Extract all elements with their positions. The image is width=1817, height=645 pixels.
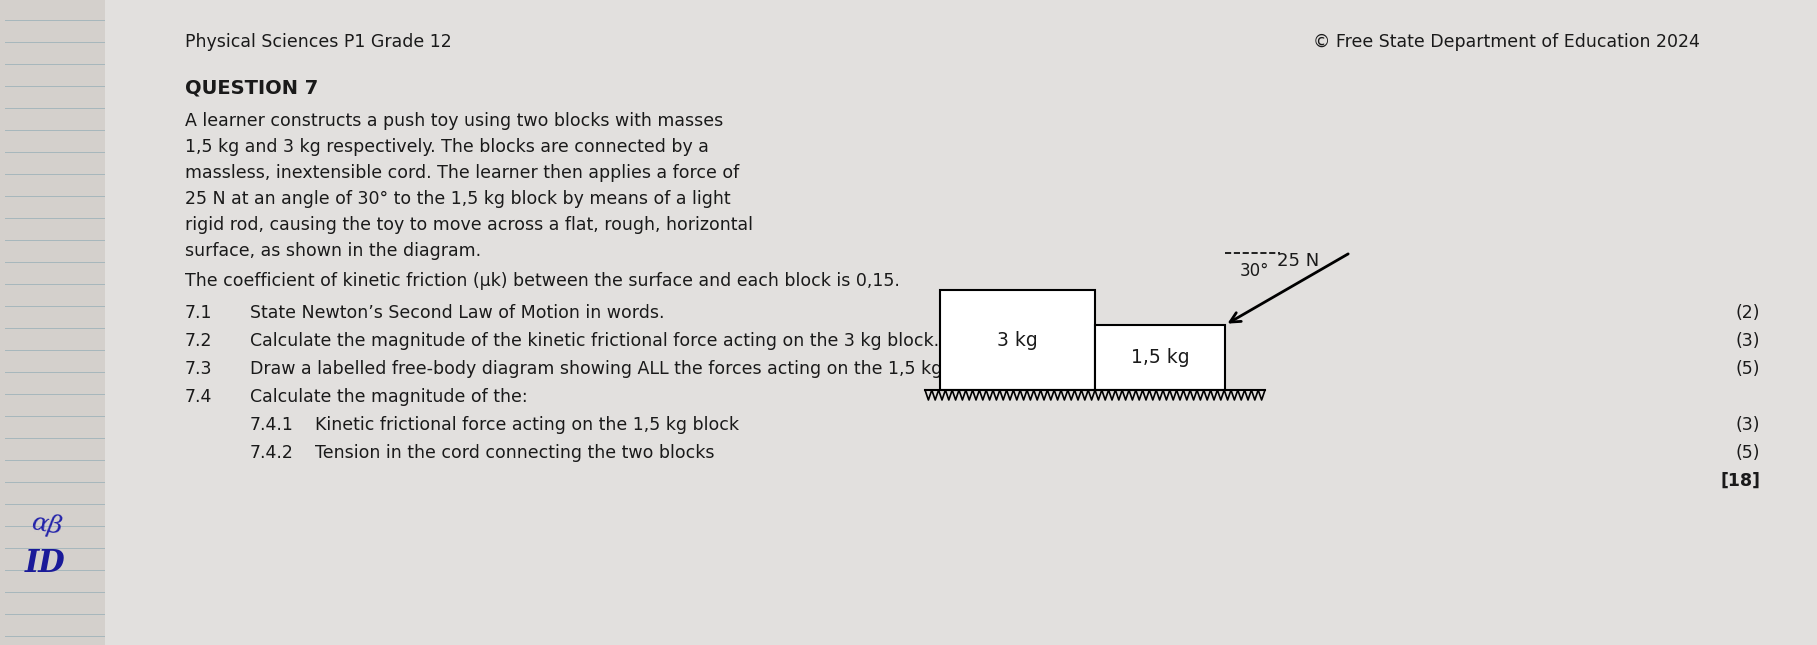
Text: Physical Sciences P1 Grade 12: Physical Sciences P1 Grade 12: [185, 33, 452, 51]
Text: 7.3: 7.3: [185, 360, 213, 378]
Text: Kinetic frictional force acting on the 1,5 kg block: Kinetic frictional force acting on the 1…: [314, 416, 740, 434]
Text: Calculate the magnitude of the:: Calculate the magnitude of the:: [251, 388, 527, 406]
Text: Tension in the cord connecting the two blocks: Tension in the cord connecting the two b…: [314, 444, 714, 462]
Text: (3): (3): [1735, 332, 1761, 350]
Text: State Newton’s Second Law of Motion in words.: State Newton’s Second Law of Motion in w…: [251, 304, 665, 322]
Bar: [0, 0, 120, 645]
Text: 7.1: 7.1: [185, 304, 213, 322]
Text: 1,5 kg and 3 kg respectively. The blocks are connected by a: 1,5 kg and 3 kg respectively. The blocks…: [185, 138, 709, 156]
Text: [18]: [18]: [1721, 472, 1761, 490]
Text: massless, inextensible cord. The learner then applies a force of: massless, inextensible cord. The learner…: [185, 164, 740, 182]
Text: ID: ID: [25, 548, 65, 579]
Text: © Free State Department of Education 2024: © Free State Department of Education 202…: [1314, 33, 1701, 51]
Text: rigid rod, causing the toy to move across a flat, rough, horizontal: rigid rod, causing the toy to move acros…: [185, 216, 752, 234]
Text: surface, as shown in the diagram.: surface, as shown in the diagram.: [185, 242, 482, 260]
Text: 25 N at an angle of 30° to the 1,5 kg block by means of a light: 25 N at an angle of 30° to the 1,5 kg bl…: [185, 190, 730, 208]
Text: 25 N: 25 N: [1277, 252, 1319, 270]
Text: Draw a labelled free-body diagram showing ALL the forces acting on the 1,5 kg bl: Draw a labelled free-body diagram showin…: [251, 360, 999, 378]
Text: QUESTION 7: QUESTION 7: [185, 79, 318, 97]
Text: Calculate the magnitude of the kinetic frictional force acting on the 3 kg block: Calculate the magnitude of the kinetic f…: [251, 332, 939, 350]
Bar: [939, 290, 1096, 390]
Text: 7.4: 7.4: [185, 388, 213, 406]
Text: (5): (5): [1735, 360, 1761, 378]
Polygon shape: [105, 0, 1817, 645]
Text: (5): (5): [1735, 444, 1761, 462]
Text: 7.4.2: 7.4.2: [251, 444, 294, 462]
Bar: [1096, 325, 1225, 390]
Text: 30°: 30°: [1239, 261, 1270, 279]
Text: 7.2: 7.2: [185, 332, 213, 350]
Text: 7.4.1: 7.4.1: [251, 416, 294, 434]
Text: (3): (3): [1735, 416, 1761, 434]
Text: αβ: αβ: [31, 510, 65, 539]
Text: The coefficient of kinetic friction (μk) between the surface and each block is 0: The coefficient of kinetic friction (μk)…: [185, 272, 899, 290]
Text: A learner constructs a push toy using two blocks with masses: A learner constructs a push toy using tw…: [185, 112, 723, 130]
Text: 3 kg: 3 kg: [998, 330, 1038, 350]
Text: (2): (2): [1735, 304, 1761, 322]
Text: 1,5 kg: 1,5 kg: [1130, 348, 1190, 367]
